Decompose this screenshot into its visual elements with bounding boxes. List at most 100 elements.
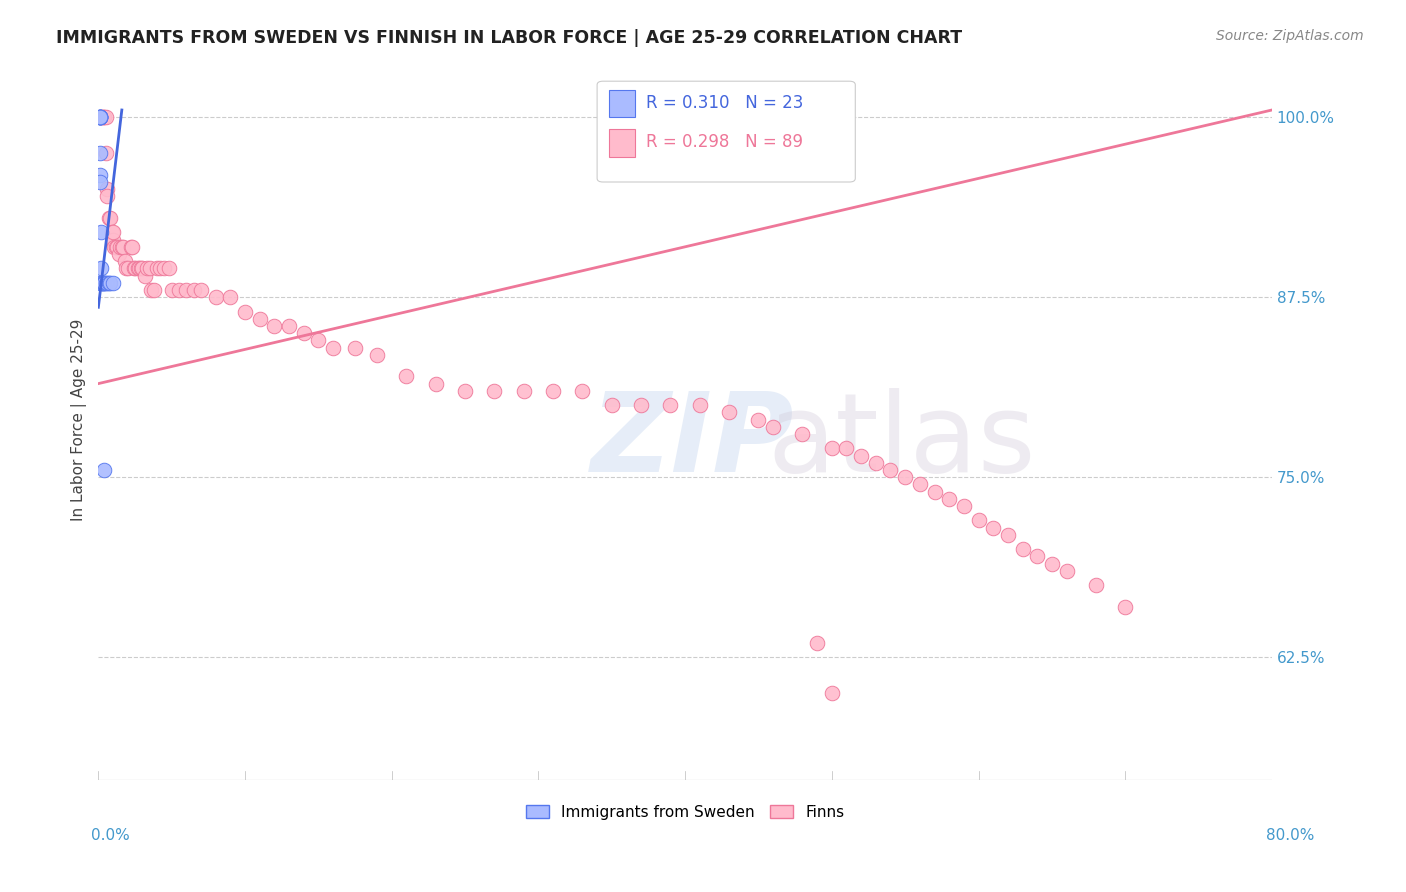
Point: [167, 283, 190, 297]
Point: [146, 261, 169, 276]
Point: [128, 261, 150, 276]
Point: [141, 283, 163, 297]
Point: [127, 261, 149, 276]
Point: [630, 398, 652, 412]
Point: [747, 412, 769, 426]
Point: [183, 283, 205, 297]
Point: [90, 276, 112, 290]
Point: [115, 261, 138, 276]
Point: [89, 175, 111, 189]
Point: [762, 419, 785, 434]
Point: [98, 211, 121, 225]
Point: [190, 283, 212, 297]
Point: [1114, 599, 1136, 614]
Point: [204, 290, 226, 304]
Point: [97, 211, 120, 225]
Point: [89, 146, 111, 161]
Point: [249, 311, 271, 326]
Point: [91, 276, 114, 290]
Point: [131, 261, 153, 276]
Point: [1011, 542, 1033, 557]
Point: [124, 261, 146, 276]
Bar: [609, 129, 634, 157]
Point: [111, 240, 134, 254]
Point: [96, 182, 118, 196]
Point: [121, 240, 143, 254]
Point: [307, 334, 329, 348]
Point: [541, 384, 564, 398]
Point: [153, 261, 176, 276]
Text: R = 0.310   N = 23: R = 0.310 N = 23: [647, 94, 804, 112]
Point: [110, 240, 132, 254]
Point: [108, 247, 131, 261]
Point: [91, 276, 114, 290]
Point: [967, 513, 990, 527]
Point: [90, 276, 112, 290]
Point: [90, 261, 112, 276]
Point: [924, 484, 946, 499]
Point: [953, 499, 976, 513]
Point: [89, 110, 111, 124]
Point: [1084, 578, 1107, 592]
Legend: Immigrants from Sweden, Finns: Immigrants from Sweden, Finns: [520, 798, 851, 826]
Point: [93, 276, 115, 290]
Point: [93, 276, 115, 290]
Point: [425, 376, 447, 391]
Point: [997, 528, 1019, 542]
Point: [600, 398, 623, 412]
Point: [96, 189, 118, 203]
Point: [138, 261, 160, 276]
Point: [484, 384, 506, 398]
Point: [94, 146, 117, 161]
Point: [263, 318, 285, 333]
Point: [1056, 564, 1078, 578]
Point: [89, 110, 111, 124]
Text: ZIP: ZIP: [592, 388, 794, 495]
Text: 0.0%: 0.0%: [91, 828, 131, 843]
Point: [1026, 549, 1049, 564]
Point: [160, 283, 183, 297]
Point: [117, 261, 139, 276]
Point: [90, 110, 112, 124]
Point: [89, 110, 111, 124]
Point: [344, 341, 367, 355]
Point: [93, 463, 115, 477]
Point: [938, 491, 960, 506]
Point: [120, 240, 142, 254]
Point: [322, 341, 344, 355]
Point: [91, 110, 114, 124]
Point: [806, 636, 828, 650]
Text: atlas: atlas: [768, 388, 1036, 495]
Text: 80.0%: 80.0%: [1267, 828, 1315, 843]
Point: [571, 384, 593, 398]
Point: [135, 261, 157, 276]
Point: [101, 226, 124, 240]
Point: [129, 261, 152, 276]
Text: R = 0.298   N = 89: R = 0.298 N = 89: [647, 134, 803, 152]
Point: [879, 463, 901, 477]
Point: [366, 348, 388, 362]
Bar: [609, 90, 634, 117]
Point: [513, 384, 536, 398]
Point: [93, 110, 115, 124]
Point: [689, 398, 711, 412]
Point: [103, 240, 125, 254]
Point: [89, 110, 111, 124]
Point: [395, 369, 418, 384]
Point: [835, 442, 858, 456]
Point: [659, 398, 682, 412]
Point: [849, 449, 872, 463]
Y-axis label: In Labor Force | Age 25-29: In Labor Force | Age 25-29: [72, 318, 87, 521]
Point: [134, 268, 156, 283]
Point: [104, 240, 127, 254]
Point: [792, 427, 814, 442]
Point: [454, 384, 477, 398]
Point: [114, 254, 136, 268]
FancyBboxPatch shape: [598, 81, 855, 182]
Text: Source: ZipAtlas.com: Source: ZipAtlas.com: [1216, 29, 1364, 44]
Point: [94, 110, 117, 124]
Point: [157, 261, 180, 276]
Point: [908, 477, 931, 491]
Point: [90, 226, 112, 240]
Point: [89, 110, 111, 124]
